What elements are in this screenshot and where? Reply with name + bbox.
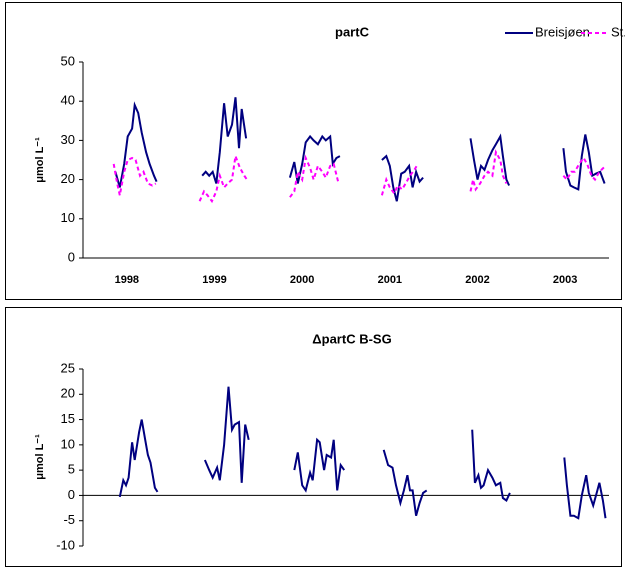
- x-tick-label: 1998: [115, 274, 139, 286]
- y-axis-title: μmol L⁻¹: [34, 137, 46, 183]
- data-line: [112, 149, 607, 204]
- y-tick-label: -5: [63, 512, 75, 527]
- x-tick-label: 2000: [290, 274, 314, 286]
- chart-title: ΔpartC B-SG: [312, 331, 391, 346]
- x-tick-label: 2002: [465, 274, 489, 286]
- y-tick-label: 40: [61, 93, 75, 108]
- y-tick-label: 10: [61, 436, 75, 451]
- x-tick-label: 2003: [553, 274, 577, 286]
- panel-frame: [5, 307, 622, 567]
- data-line: [118, 386, 607, 520]
- data-line: [114, 97, 606, 202]
- y-tick-label: 5: [68, 462, 75, 477]
- legend-label: Breisjøen: [535, 24, 590, 39]
- x-tick-label: 2001: [378, 274, 402, 286]
- y-tick-label: 0: [68, 487, 75, 502]
- y-tick-label: 25: [61, 360, 75, 375]
- y-tick-label: 20: [61, 171, 75, 186]
- panel-frame: [5, 2, 622, 300]
- y-tick-label: 15: [61, 411, 75, 426]
- y-tick-label: 0: [68, 249, 75, 264]
- y-tick-label: -10: [56, 537, 75, 552]
- y-tick-label: 10: [61, 210, 75, 225]
- y-tick-label: 20: [61, 386, 75, 401]
- y-tick-label: 30: [61, 132, 75, 147]
- x-tick-label: 1999: [202, 274, 226, 286]
- y-tick-label: 50: [61, 53, 75, 68]
- legend-label: St.Gryta: [611, 24, 625, 39]
- y-axis-title: μmol L⁻¹: [34, 434, 46, 480]
- chart-title: partC: [335, 24, 370, 39]
